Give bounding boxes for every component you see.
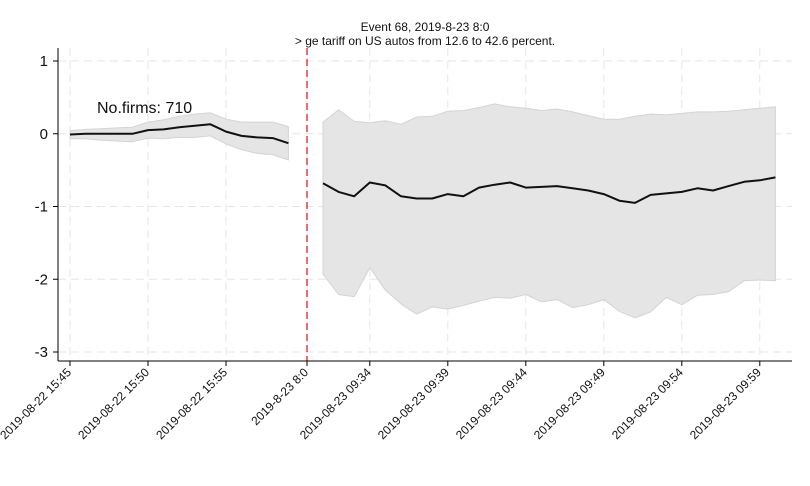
y-tick-label-3: -2 bbox=[35, 271, 48, 288]
confidence-band-after bbox=[322, 103, 776, 319]
x-tick-label-3: 2019-8-23 8:0 bbox=[248, 365, 311, 428]
x-tick-label-8: 2019-08-23 09:54 bbox=[609, 365, 686, 442]
y-tick-label-1: 0 bbox=[40, 126, 48, 143]
y-tick-label-2: -1 bbox=[35, 199, 48, 216]
y-tick-label-4: -3 bbox=[35, 344, 48, 361]
chart-subtitle: > ge tariff on US autos from 12.6 to 42.… bbox=[295, 34, 555, 48]
x-tick-label-5: 2019-08-23 09:39 bbox=[375, 365, 452, 442]
firms-annotation: No.firms: 710 bbox=[97, 100, 192, 117]
estimate-lines bbox=[69, 123, 776, 204]
y-tick-label-0: 1 bbox=[40, 53, 48, 70]
x-tick-label-1: 2019-08-22 15:50 bbox=[75, 365, 152, 442]
x-tick-label-9: 2019-08-23 09:59 bbox=[687, 365, 764, 442]
confidence-band-before bbox=[69, 112, 289, 161]
x-tick-label-2: 2019-08-22 15:55 bbox=[153, 365, 230, 442]
estimate-line-before bbox=[69, 123, 289, 145]
x-tick-label-7: 2019-08-23 09:49 bbox=[531, 365, 608, 442]
confidence-bands bbox=[69, 103, 776, 319]
chart-title: Event 68, 2019-8-23 8:0 bbox=[361, 20, 490, 34]
estimate-line-after bbox=[322, 176, 776, 204]
x-tick-label-0: 2019-08-22 15:45 bbox=[0, 365, 74, 442]
x-tick-label-6: 2019-08-23 09:44 bbox=[453, 365, 530, 442]
